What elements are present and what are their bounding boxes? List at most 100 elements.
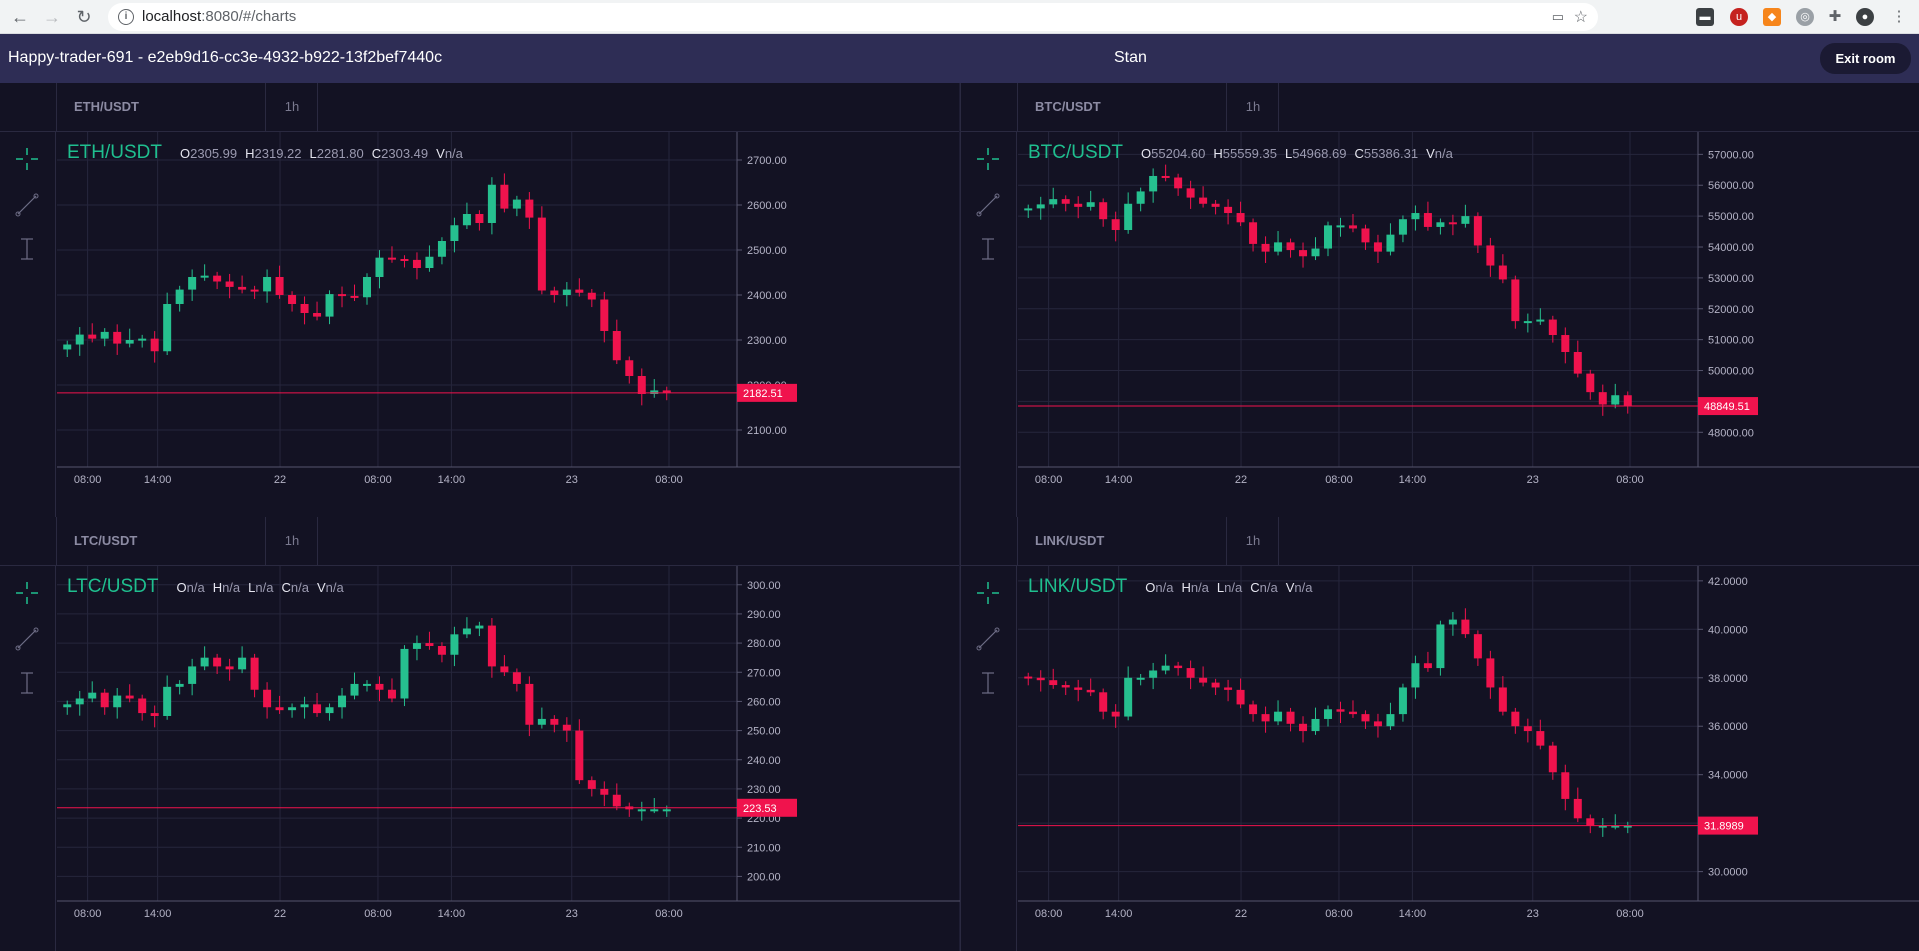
trendline-icon-graphic <box>15 627 39 651</box>
back-icon[interactable]: ← <box>11 7 29 27</box>
candle-body <box>1024 676 1033 679</box>
cast-icon[interactable]: ▭ <box>1551 9 1564 24</box>
measure-icon[interactable] <box>975 236 1001 262</box>
candle-body <box>1074 203 1083 207</box>
metamask-icon[interactable]: ◆ <box>1763 8 1781 26</box>
candle-body <box>1561 772 1570 799</box>
chart-topbar: BTC/USDT 1h <box>961 83 1919 132</box>
symbol-selector[interactable]: LTC/USDT <box>57 517 266 565</box>
candle-body <box>313 704 322 714</box>
candle-body <box>300 304 309 313</box>
y-tick-label: 260.00 <box>747 696 781 708</box>
ublock-icon[interactable]: u <box>1730 8 1748 26</box>
y-tick-label: 34.0000 <box>1708 770 1748 782</box>
legend-key-c: C <box>1250 580 1260 595</box>
candle-body <box>238 657 247 670</box>
reload-icon[interactable]: ↻ <box>76 7 92 27</box>
candle-body <box>1049 680 1058 686</box>
measure-icon[interactable] <box>14 670 40 696</box>
legend-key-h: H <box>245 146 255 161</box>
room-title: Happy-trader-691 - e2eb9d16-cc3e-4932-b9… <box>8 49 443 66</box>
timeframe-selector[interactable]: 1h <box>1228 517 1279 565</box>
legend-key-c: C <box>371 146 382 161</box>
candle-body <box>1274 242 1283 252</box>
x-tick-label: 08:00 <box>1616 474 1644 486</box>
candle-body <box>450 225 459 241</box>
x-tick-label: 23 <box>1527 474 1539 486</box>
last-price-tag <box>737 798 797 817</box>
chart-panel-eth: ETH/USDT 1h 2700.00 2600.00 2500.00 2400.00 23… <box>0 83 960 517</box>
trendline-icon[interactable] <box>14 626 40 652</box>
y-tick-label: 300.00 <box>747 580 781 592</box>
x-tick-label: 14:00 <box>144 474 172 486</box>
measure-icon[interactable] <box>975 670 1001 696</box>
trendline-icon[interactable] <box>14 192 40 218</box>
candle-body <box>1373 242 1382 252</box>
timeframe-selector[interactable]: 1h <box>267 83 318 131</box>
symbol-selector[interactable]: BTC/USDT <box>1018 83 1227 131</box>
bookmark-star-icon[interactable]: ☆ <box>1573 9 1588 26</box>
candle-body <box>225 281 234 287</box>
candle-body <box>113 331 122 344</box>
extension-icon[interactable]: ◎ <box>1796 8 1814 26</box>
x-tick-label: 08:00 <box>655 908 683 920</box>
candle-body <box>338 294 347 297</box>
candle-body <box>1348 225 1357 229</box>
candle-body <box>1411 213 1420 220</box>
candle-body <box>1398 687 1407 715</box>
crosshair-icon[interactable] <box>975 580 1001 606</box>
timeframe-selector[interactable]: 1h <box>1228 83 1279 131</box>
x-tick-label: 08:00 <box>74 908 102 920</box>
crosshair-icon[interactable] <box>975 146 1001 172</box>
x-tick-label: 14:00 <box>1105 908 1133 920</box>
y-tick-label: 52000.00 <box>1708 304 1754 316</box>
candle-body <box>1324 225 1332 249</box>
x-tick-label: 08:00 <box>1325 908 1353 920</box>
extensions-puzzle-icon[interactable]: ✚ <box>1828 8 1842 25</box>
candle-body <box>662 390 671 393</box>
crosshair-icon[interactable] <box>14 580 40 606</box>
y-tick-label: 2300.00 <box>747 335 787 347</box>
site-info-icon[interactable]: i <box>118 9 134 25</box>
trendline-icon[interactable] <box>975 626 1001 652</box>
symbol-selector[interactable]: LINK/USDT <box>1018 517 1227 565</box>
extension-icon[interactable]: ▬ <box>1696 8 1714 26</box>
symbol-selector[interactable]: ETH/USDT <box>57 83 266 131</box>
drawing-toolbar <box>961 566 1017 951</box>
candle-body <box>412 643 421 649</box>
y-tick-label: 42.0000 <box>1708 576 1748 588</box>
trendline-icon[interactable] <box>975 192 1001 218</box>
candlestick-chart[interactable]: 300.00 290.00 280.00 270.00 260.00 250.00 240.… <box>57 566 960 951</box>
candlestick-chart[interactable]: 57000.00 56000.00 55000.00 54000.00 53000.00… <box>1018 132 1919 517</box>
candle-body <box>487 184 496 223</box>
candle-body <box>1586 818 1595 826</box>
address-bar[interactable]: i localhost:8080/#/charts ▭ ☆ <box>108 3 1598 31</box>
menu-kebab-icon[interactable]: ⋮ <box>1891 8 1907 25</box>
candlestick-chart[interactable]: 2700.002600.002500.002400.002300.002200.… <box>57 132 960 517</box>
legend-key-v: V <box>1285 580 1295 595</box>
candle-body <box>1398 219 1407 235</box>
x-tick-label: 08:00 <box>655 474 683 486</box>
candle-body <box>300 704 309 708</box>
crosshair-icon-graphic <box>16 148 38 170</box>
forward-icon[interactable]: → <box>43 7 61 27</box>
crosshair-icon[interactable] <box>14 146 40 172</box>
profile-avatar-icon[interactable]: ● <box>1856 8 1874 26</box>
candlestick-chart[interactable]: 42.000040.000038.000036.000034.000032.00… <box>1018 566 1919 951</box>
measure-icon[interactable] <box>14 236 40 262</box>
last-price-label: 48849.51 <box>1704 401 1750 413</box>
exit-room-button[interactable]: Exit room <box>1820 43 1911 74</box>
last-price-label: 31.8989 <box>1704 821 1744 833</box>
legend-key-c: C <box>1354 146 1364 161</box>
candle-body <box>537 217 546 291</box>
x-tick-label: 22 <box>274 908 286 920</box>
x-tick-label: 22 <box>1235 908 1247 920</box>
timeframe-selector[interactable]: 1h <box>267 517 318 565</box>
candle-body <box>1311 248 1320 257</box>
candle-body <box>175 683 184 687</box>
last-price-tag <box>1698 397 1758 416</box>
candle-body <box>400 259 409 261</box>
drawing-toolbar <box>961 132 1017 517</box>
legend-value-h: n/a <box>1190 580 1209 595</box>
candle-body <box>1036 677 1045 681</box>
